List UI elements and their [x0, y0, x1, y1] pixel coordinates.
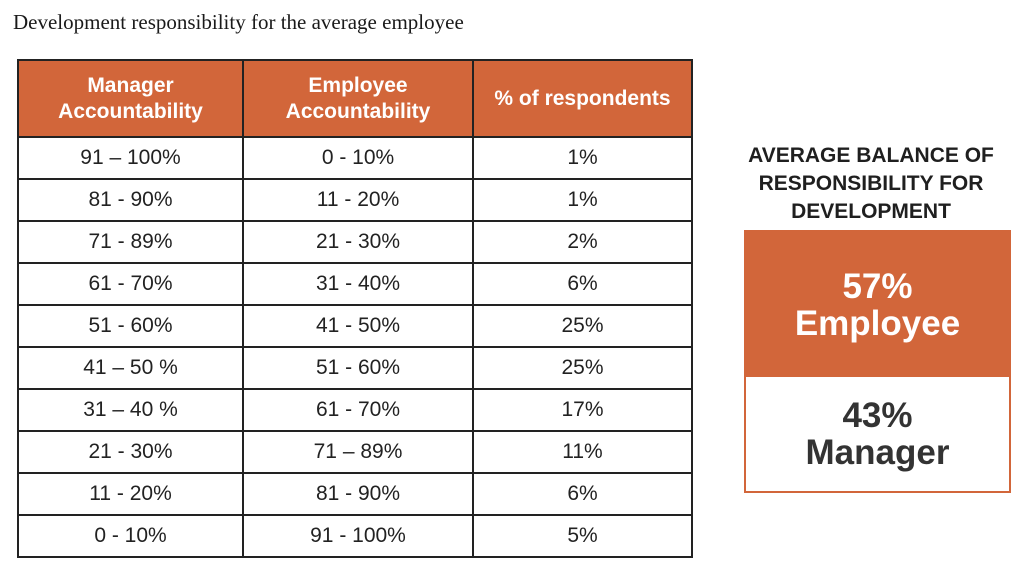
responsibility-table: Manager Accountability Employee Accounta… [17, 59, 693, 558]
header-percent-respondents: % of respondents [472, 59, 693, 138]
employee-accountability-cell: 91 - 100% [242, 514, 474, 558]
employee-accountability-cell: 31 - 40% [242, 262, 474, 306]
header-manager-accountability: Manager Accountability [17, 59, 244, 138]
manager-accountability-cell: 61 - 70% [17, 262, 244, 306]
respondents-cell: 5% [472, 514, 693, 558]
table-row: 31 – 40 % 61 - 70% 17% [17, 388, 693, 432]
respondents-cell: 6% [472, 472, 693, 516]
table-row: 91 – 100% 0 - 10% 1% [17, 136, 693, 180]
table-header-row: Manager Accountability Employee Accounta… [17, 59, 693, 138]
respondents-cell: 1% [472, 178, 693, 222]
manager-share: 43% Manager [746, 377, 1009, 491]
respondents-cell: 17% [472, 388, 693, 432]
balance-box: 57% Employee 43% Manager [744, 230, 1011, 493]
employee-accountability-cell: 71 – 89% [242, 430, 474, 474]
manager-accountability-cell: 31 – 40 % [17, 388, 244, 432]
table-row: 61 - 70% 31 - 40% 6% [17, 262, 693, 306]
respondents-cell: 6% [472, 262, 693, 306]
table-row: 0 - 10% 91 - 100% 5% [17, 514, 693, 558]
employee-label: Employee [794, 303, 961, 343]
employee-accountability-cell: 41 - 50% [242, 304, 474, 348]
manager-accountability-cell: 0 - 10% [17, 514, 244, 558]
table-row: 41 – 50 % 51 - 60% 25% [17, 346, 693, 390]
table-row: 81 - 90% 11 - 20% 1% [17, 178, 693, 222]
employee-accountability-cell: 11 - 20% [242, 178, 474, 222]
employee-accountability-cell: 0 - 10% [242, 136, 474, 180]
page-title: Development responsibility for the avera… [13, 10, 464, 34]
table-row: 21 - 30% 71 – 89% 11% [17, 430, 693, 474]
manager-accountability-cell: 91 – 100% [17, 136, 244, 180]
employee-accountability-cell: 61 - 70% [242, 388, 474, 432]
manager-accountability-cell: 41 – 50 % [17, 346, 244, 390]
manager-accountability-cell: 71 - 89% [17, 220, 244, 264]
respondents-cell: 25% [472, 346, 693, 390]
manager-accountability-cell: 21 - 30% [17, 430, 244, 474]
employee-accountability-cell: 51 - 60% [242, 346, 474, 390]
manager-accountability-cell: 51 - 60% [17, 304, 244, 348]
manager-accountability-cell: 11 - 20% [17, 472, 244, 516]
table-row: 11 - 20% 81 - 90% 6% [17, 472, 693, 516]
manager-percent: 43% [842, 396, 913, 435]
respondents-cell: 11% [472, 430, 693, 474]
header-employee-accountability: Employee Accountability [242, 59, 474, 138]
table-row: 71 - 89% 21 - 30% 2% [17, 220, 693, 264]
respondents-cell: 2% [472, 220, 693, 264]
respondents-cell: 25% [472, 304, 693, 348]
employee-percent: 57% [842, 266, 913, 306]
employee-accountability-cell: 21 - 30% [242, 220, 474, 264]
employee-share: 57% Employee [746, 232, 1009, 377]
table-row: 51 - 60% 41 - 50% 25% [17, 304, 693, 348]
employee-accountability-cell: 81 - 90% [242, 472, 474, 516]
manager-accountability-cell: 81 - 90% [17, 178, 244, 222]
manager-label: Manager [805, 433, 950, 472]
summary-heading: AVERAGE BALANCE OF RESPONSIBILITY FOR DE… [748, 144, 994, 223]
respondents-cell: 1% [472, 136, 693, 180]
